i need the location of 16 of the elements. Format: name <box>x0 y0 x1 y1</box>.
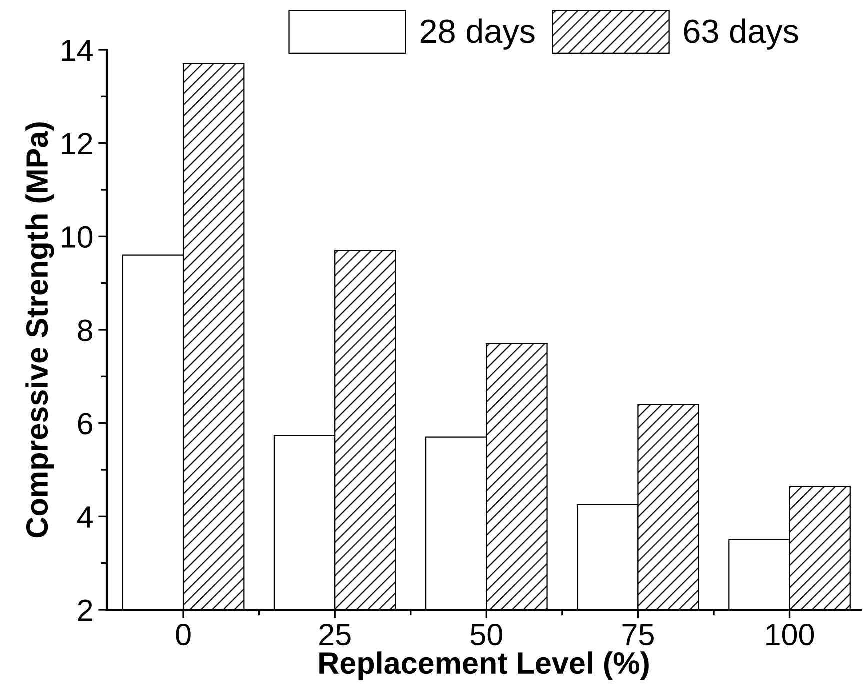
x-tick-label: 100 <box>766 624 814 646</box>
y-tick-label: 14 <box>62 40 93 62</box>
y-tick-label: 12 <box>62 133 92 154</box>
x-tick-label: 50 <box>470 624 502 646</box>
y-tick-label: 2 <box>78 600 92 622</box>
y-tick-label: 8 <box>78 320 92 342</box>
x-axis-title: Replacement Level (%) <box>320 652 649 680</box>
y-axis-title: Compressive Strength (MPa) <box>26 122 54 538</box>
x-tick-label: 75 <box>622 624 654 646</box>
legend-label: 28 days <box>420 18 535 50</box>
y-tick-label: 4 <box>78 506 93 528</box>
y-tick-label: 10 <box>62 226 93 248</box>
x-tick-label: 25 <box>320 624 351 646</box>
y-tick-label: 6 <box>78 413 92 435</box>
legend-label: 63 days <box>684 18 798 50</box>
x-tick-label: 0 <box>176 624 191 646</box>
